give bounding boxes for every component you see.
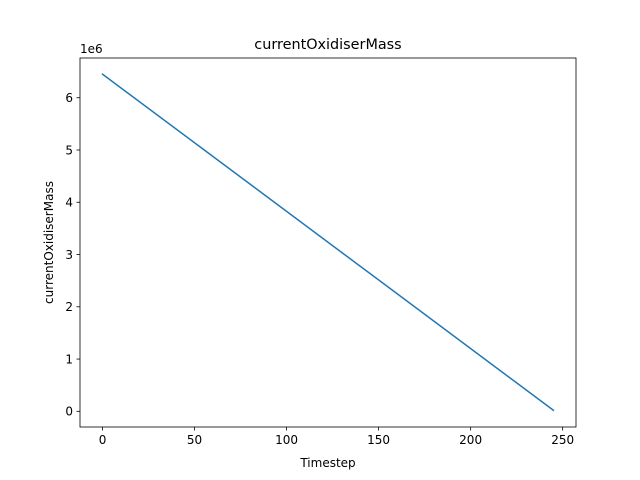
x-tick-label: 0 [99, 433, 107, 447]
x-axis-label: Timestep [299, 456, 355, 470]
y-tick-label: 5 [65, 143, 73, 157]
x-tick-label: 50 [187, 433, 202, 447]
x-axis-ticks: 0 50 100 150 200 250 [99, 427, 574, 447]
series-line-0 [101, 73, 555, 412]
y-tick-label: 6 [65, 91, 73, 105]
y-tick-label: 1 [65, 352, 73, 366]
y-tick-label: 0 [65, 405, 73, 419]
axes-frame [79, 57, 577, 428]
x-tick-label: 200 [459, 433, 482, 447]
x-tick-label: 150 [367, 433, 390, 447]
y-tick-label: 4 [65, 196, 73, 210]
x-tick-label: 250 [551, 433, 574, 447]
y-tick-label: 3 [65, 248, 73, 262]
plot-area [101, 73, 555, 412]
y-axis-label: currentOxidiserMass [42, 181, 56, 304]
y-axis-offset-label: 1e6 [80, 42, 103, 56]
x-tick-label: 100 [275, 433, 298, 447]
chart-title: currentOxidiserMass [254, 37, 401, 53]
y-tick-label: 2 [65, 300, 73, 314]
y-axis-ticks: 0 1 2 3 4 5 6 [65, 91, 80, 419]
